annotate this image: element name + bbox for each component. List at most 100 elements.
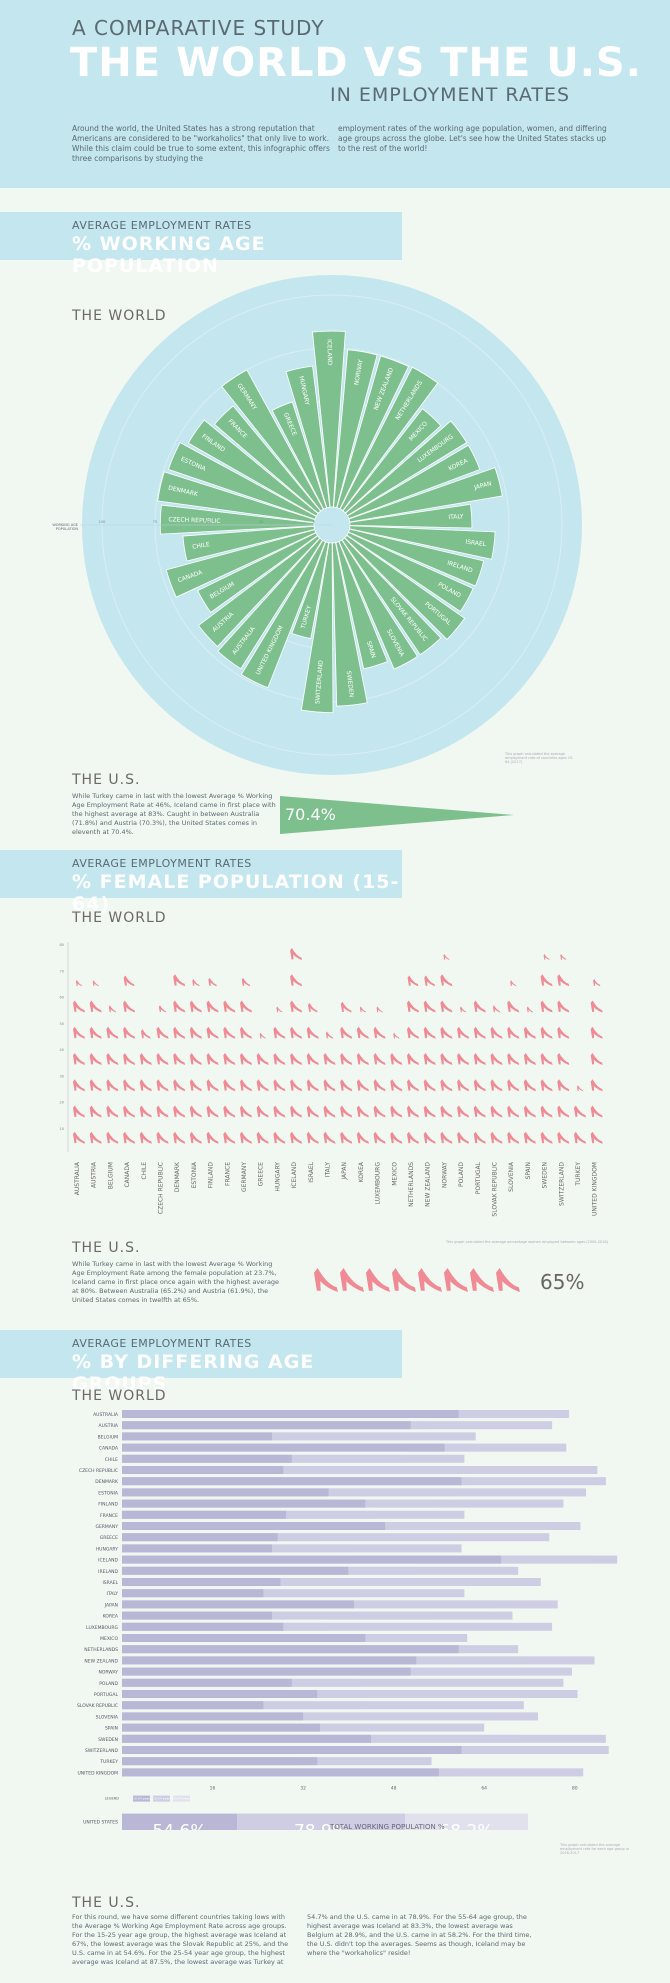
heel-icon [523,1131,536,1144]
heel-icon [340,1131,353,1144]
age-bar [122,1622,284,1631]
heel-icon [259,1032,266,1039]
heel-icon [173,1079,186,1092]
heel-icon [356,1131,369,1144]
heel-icon [256,1105,269,1118]
heels-y-tick: 50 [60,1022,64,1026]
polar-bar [348,467,503,523]
age-bar [122,1723,321,1732]
age-bar [122,1712,538,1721]
heel-icon [390,1079,403,1092]
age-category-label: ISRAEL [102,1580,118,1586]
heel-icon [323,1131,336,1144]
age-bar [122,1768,439,1777]
polar-bar [271,401,327,510]
age-legend-label: 55-64 years [173,1797,191,1801]
age-bar [122,1578,281,1586]
section1-band-small: AVERAGE EMPLOYMENT RATES [72,219,252,232]
heel-icon [507,1079,520,1092]
age-category-label: SLOVAK REPUBLIC [77,1703,118,1709]
us-age-segment [122,1813,237,1830]
age-category-label: FRANCE [100,1513,118,1519]
heel-icon [574,1131,586,1144]
polar-bar-label: SWITZERLAND [314,660,324,705]
heel-icon [106,1105,119,1118]
age-bar [122,1488,329,1497]
heels-category-label: NETHERLANDS [408,1162,415,1207]
heels-y-tick: 70 [60,969,64,973]
heel-icon [390,1053,403,1065]
heel-icon [273,1079,286,1092]
heel-icon [443,954,450,960]
heel-icon [73,1131,85,1144]
polar-bar-label: CHILE [192,541,211,551]
heel-icon [273,1131,286,1144]
age-legend-swatch [153,1795,170,1802]
section1-us-value: 70.4% [285,805,336,824]
heel-icon [440,1000,453,1013]
polar-bar [217,537,323,670]
heel-icon [240,1105,252,1118]
heel-icon [376,1006,383,1013]
heel-icon [440,1131,453,1144]
polar-axis-label: WORKING AGE POPULATION [52,523,78,531]
heels-y-tick: 10 [60,1127,64,1131]
section2-band-small: AVERAGE EMPLOYMENT RATES [72,857,252,870]
heel-icon [593,979,601,987]
heel-icon [223,1079,236,1092]
heel-icon [590,1053,603,1065]
heel-icon [106,1079,119,1092]
heel-icon [106,1053,119,1065]
polar-bar [346,444,481,520]
heel-icon [173,1000,186,1013]
heel-icon [457,1105,470,1118]
age-bar [122,1454,292,1463]
heel-icon [206,1105,219,1118]
heel-icon [206,1026,219,1039]
heel-icon [577,1085,583,1092]
heel-icon [123,1079,136,1092]
age-bar [122,1611,513,1620]
polar-bar [335,541,389,670]
heel-icon [574,1105,586,1118]
heel-icon [393,1032,400,1039]
heels-category-label: GERMANY [241,1162,248,1192]
heel-icon [473,1131,486,1144]
age-bar [122,1522,386,1530]
heel-icon [123,1026,136,1039]
heel-icon [557,1131,570,1144]
heel-icon [189,1131,202,1144]
heel-icon [139,1079,152,1092]
heel-icon [158,1005,167,1013]
heel-icon [290,1000,303,1013]
heel-icon [340,1079,353,1092]
heel-icon [356,1026,369,1039]
heel-icon [407,1000,419,1013]
heel-icon [306,1053,319,1065]
heel-icon [240,1026,252,1039]
heel-icon [440,1053,453,1065]
age-x-axis: 16 32 48 64 80 [210,1786,578,1792]
heel-icon [123,1053,136,1065]
age-bar [122,1690,318,1698]
heels-y-tick: 80 [60,943,64,947]
polar-axis: 0 25 50 75 100 [80,520,332,526]
heel-icon [390,1131,403,1144]
age-category-label: AUSTRIA [98,1423,118,1429]
age-bar [122,1510,465,1519]
heels-category-label: BELGIUM [107,1162,114,1189]
heel-icon [590,1105,603,1118]
age-bar [122,1443,445,1452]
age-bar [122,1466,284,1474]
age-bar [122,1701,524,1710]
heel-icon [424,975,436,987]
heels-category-label: MEXICO [391,1162,398,1186]
heel-icon [73,1000,85,1013]
heel-icon [256,1053,269,1065]
heel-icon [523,1079,536,1092]
heels-category-label: TURKEY [575,1162,582,1187]
heel-icon [314,1268,338,1292]
age-bar [122,1622,553,1631]
heel-icon [123,1131,136,1144]
heel-icon [223,1105,236,1118]
